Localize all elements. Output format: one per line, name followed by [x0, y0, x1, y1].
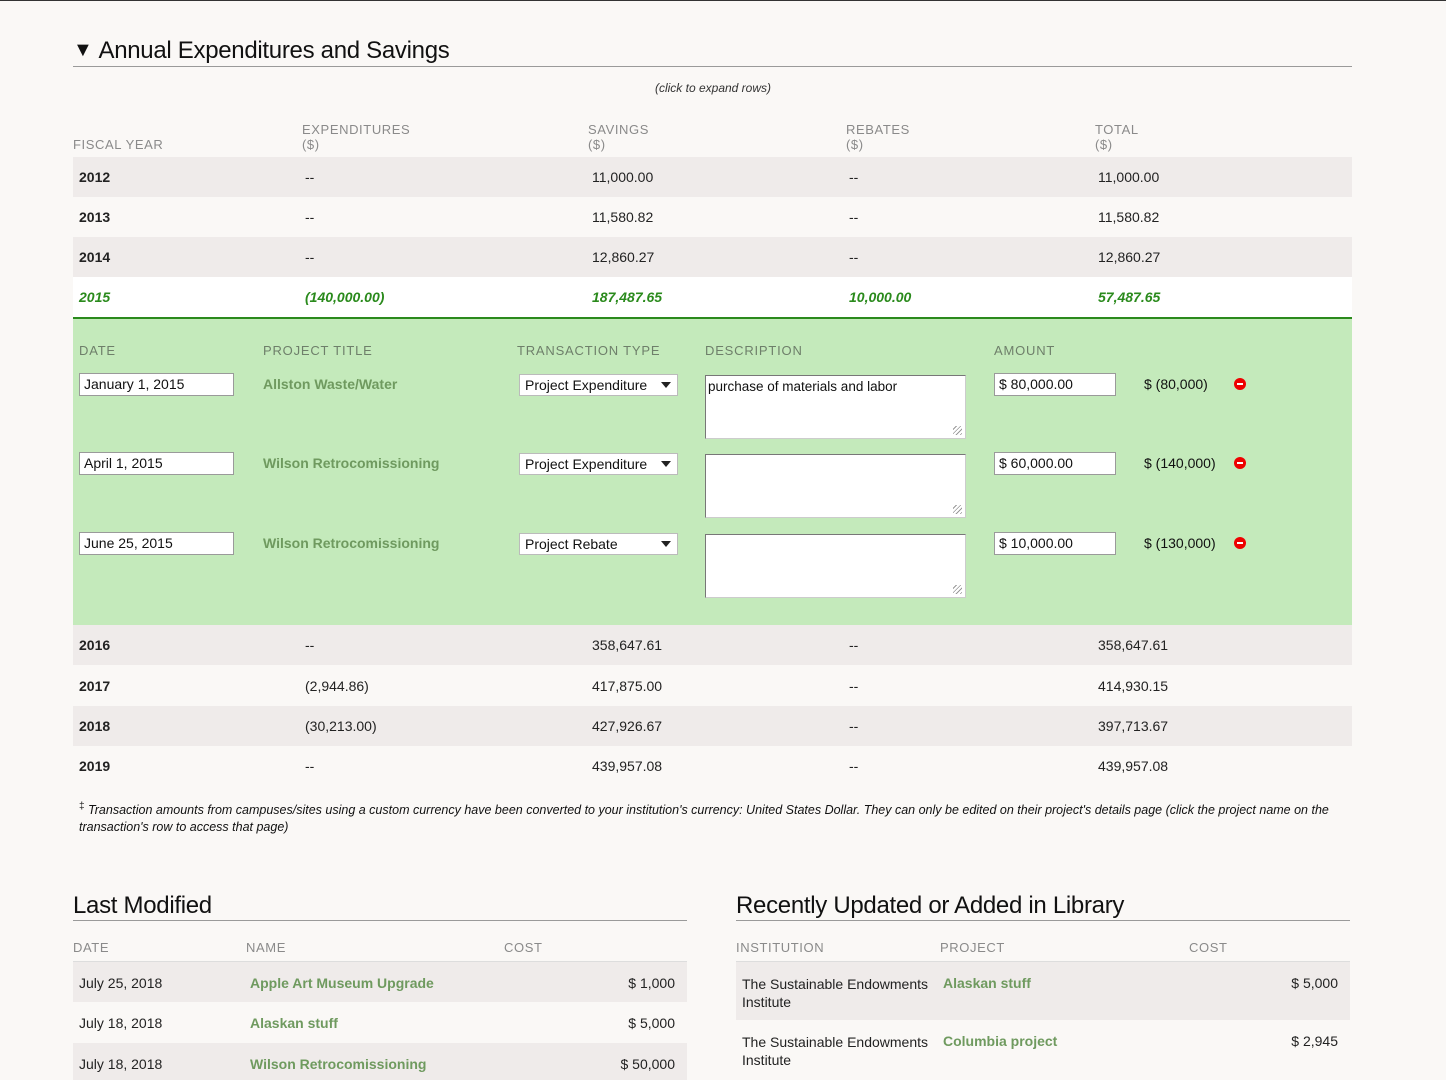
tx-type-select[interactable]: Project Rebate — [519, 533, 678, 555]
lm-header-cost: COST — [504, 940, 543, 955]
lib-header-cost: COST — [1189, 940, 1228, 955]
lib-header-project: PROJECT — [940, 940, 1005, 955]
lib-header-institution: INSTITUTION — [736, 940, 825, 955]
tx-header-amount: AMOUNT — [994, 343, 1056, 358]
tx-description-textarea[interactable] — [705, 534, 966, 598]
expand-hint: (click to expand rows) — [654, 81, 772, 95]
resize-grip-icon[interactable] — [953, 505, 962, 514]
year-row-2019[interactable]: 2019 -- 439,957.08 -- 439,957.08 — [79, 758, 1169, 774]
chevron-down-icon — [661, 541, 671, 547]
transactions-panel: DATE PROJECT TITLE TRANSACTION TYPE DESC… — [73, 317, 1352, 625]
lm-project-link[interactable]: Wilson Retrocomissioning — [250, 1056, 427, 1072]
year-row-2013[interactable]: 2013 -- 11,580.82 -- 11,580.82 — [79, 209, 1160, 225]
header-rebates: REBATES ($) — [846, 122, 910, 152]
tx-header-description: DESCRIPTION — [705, 343, 803, 358]
header-expenditures: EXPENDITURES ($) — [302, 122, 411, 152]
remove-icon[interactable] — [1234, 537, 1246, 549]
last-modified-title: Last Modified — [73, 892, 687, 921]
tx-type-select[interactable]: Project Expenditure — [519, 453, 678, 475]
lm-header-date: DATE — [73, 940, 110, 955]
resize-grip-icon[interactable] — [953, 426, 962, 435]
lm-project-link[interactable]: Alaskan stuff — [250, 1015, 338, 1031]
tx-amount-input[interactable]: $ 60,000.00 — [994, 452, 1116, 475]
lm-header-name: NAME — [246, 940, 286, 955]
year-row-2015-expanded[interactable]: 2015 (140,000.00) 187,487.65 10,000.00 5… — [73, 277, 1352, 317]
lm-row[interactable]: July 18, 2018 Alaskan stuff $ 5,000 — [79, 1015, 675, 1031]
lib-row[interactable]: The Sustainable Endowments Institute Alas… — [736, 961, 1350, 1020]
tx-running-total: $ (140,000) — [1144, 455, 1216, 471]
tx-description-textarea[interactable] — [705, 454, 966, 518]
tx-amount-input[interactable]: $ 80,000.00 — [994, 373, 1116, 396]
chevron-down-icon — [661, 382, 671, 388]
tx-project-link[interactable]: Wilson Retrocomissioning — [263, 455, 440, 471]
currency-footnote: ‡ Transaction amounts from campuses/site… — [79, 801, 1329, 835]
tx-description-textarea[interactable]: purchase of materials and labor — [705, 375, 966, 439]
lib-institution: The Sustainable Endowments Institute — [742, 976, 928, 1010]
year-row-2014[interactable]: 2014 -- 12,860.27 -- 12,860.27 — [73, 237, 1352, 277]
header-savings: SAVINGS ($) — [588, 122, 650, 152]
collapse-triangle-icon[interactable]: ▼ — [73, 39, 93, 61]
library-title: Recently Updated or Added in Library — [736, 892, 1350, 921]
resize-grip-icon[interactable] — [953, 585, 962, 594]
section-title[interactable]: ▼ Annual Expenditures and Savings — [73, 37, 1352, 67]
tx-amount-input[interactable]: $ 10,000.00 — [994, 532, 1116, 555]
lm-row[interactable]: July 25, 2018 Apple Art Museum Upgrade $… — [73, 961, 687, 1002]
lib-project-link[interactable]: Columbia project — [943, 1033, 1058, 1049]
tx-date-input[interactable]: April 1, 2015 — [79, 452, 234, 475]
tx-running-total: $ (80,000) — [1144, 376, 1208, 392]
tx-running-total: $ (130,000) — [1144, 535, 1216, 551]
lm-row[interactable]: July 18, 2018 Wilson Retrocomissioning $… — [73, 1043, 687, 1080]
remove-icon[interactable] — [1234, 457, 1246, 469]
year-row-2017[interactable]: 2017 (2,944.86) 417,875.00 -- 414,930.15 — [79, 678, 1169, 694]
year-row-2012[interactable]: 2012 -- 11,000.00 -- 11,000.00 — [73, 157, 1352, 197]
lib-project-link[interactable]: Alaskan stuff — [943, 975, 1031, 991]
chevron-down-icon — [661, 461, 671, 467]
tx-header-type: TRANSACTION TYPE — [517, 343, 661, 358]
tx-project-link[interactable]: Wilson Retrocomissioning — [263, 535, 440, 551]
remove-icon[interactable] — [1234, 378, 1246, 390]
lib-row[interactable]: The Sustainable Endowments Institute Colu… — [736, 1020, 1350, 1080]
tx-type-select[interactable]: Project Expenditure — [519, 374, 678, 396]
tx-header-project: PROJECT TITLE — [263, 343, 373, 358]
tx-date-input[interactable]: January 1, 2015 — [79, 373, 234, 396]
year-row-2016[interactable]: 2016 -- 358,647.61 -- 358,647.61 — [73, 625, 1352, 665]
tx-header-date: DATE — [79, 343, 116, 358]
header-fiscal-year: FISCAL YEAR — [73, 137, 164, 152]
lib-institution: The Sustainable Endowments Institute — [742, 1034, 928, 1068]
tx-date-input[interactable]: June 25, 2015 — [79, 532, 234, 555]
lm-project-link[interactable]: Apple Art Museum Upgrade — [250, 975, 434, 991]
tx-project-link[interactable]: Allston Waste/Water — [263, 376, 398, 392]
header-total: TOTAL ($) — [1095, 122, 1139, 152]
year-row-2018[interactable]: 2018 (30,213.00) 427,926.67 -- 397,713.6… — [73, 706, 1352, 746]
